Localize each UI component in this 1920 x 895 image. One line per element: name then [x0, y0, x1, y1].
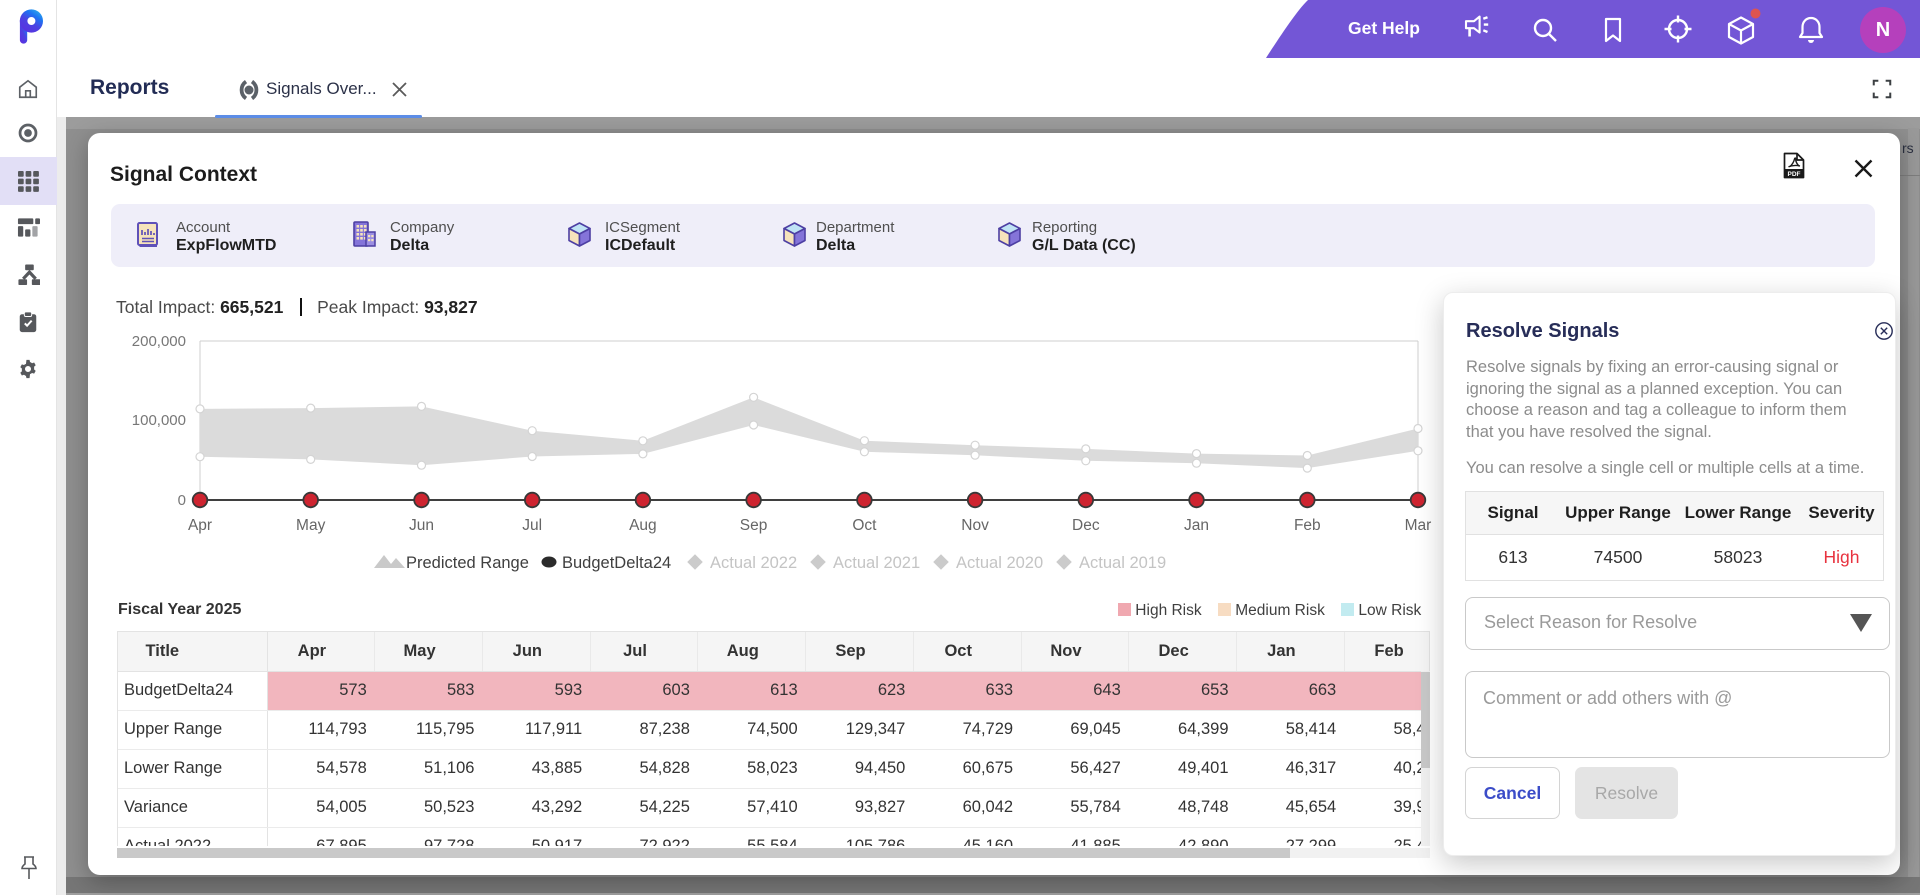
svg-text:Oct: Oct [852, 517, 877, 534]
svg-text:Predicted Range: Predicted Range [406, 554, 529, 572]
svg-text:Actual 2022: Actual 2022 [710, 554, 797, 572]
svg-text:Feb: Feb [1294, 517, 1321, 534]
svg-text:BudgetDelta24: BudgetDelta24 [562, 554, 671, 572]
svg-text:Nov: Nov [961, 517, 989, 534]
svg-text:Mar: Mar [1405, 517, 1432, 534]
svg-text:Dec: Dec [1072, 517, 1100, 534]
svg-text:Jun: Jun [409, 517, 434, 534]
svg-text:Sep: Sep [740, 517, 768, 534]
svg-text:Actual 2021: Actual 2021 [833, 554, 920, 572]
svg-text:Jul: Jul [522, 517, 542, 534]
svg-text:PDF: PDF [1788, 171, 1801, 178]
svg-text:Actual 2020: Actual 2020 [956, 554, 1043, 572]
svg-text:Jan: Jan [1184, 517, 1209, 534]
svg-text:Aug: Aug [629, 517, 657, 534]
svg-text:200,000: 200,000 [132, 333, 186, 350]
svg-text:100,000: 100,000 [132, 412, 186, 429]
svg-text:Actual 2019: Actual 2019 [1079, 554, 1166, 572]
svg-text:0: 0 [178, 492, 186, 509]
svg-text:Apr: Apr [188, 517, 212, 534]
svg-text:May: May [296, 517, 326, 534]
